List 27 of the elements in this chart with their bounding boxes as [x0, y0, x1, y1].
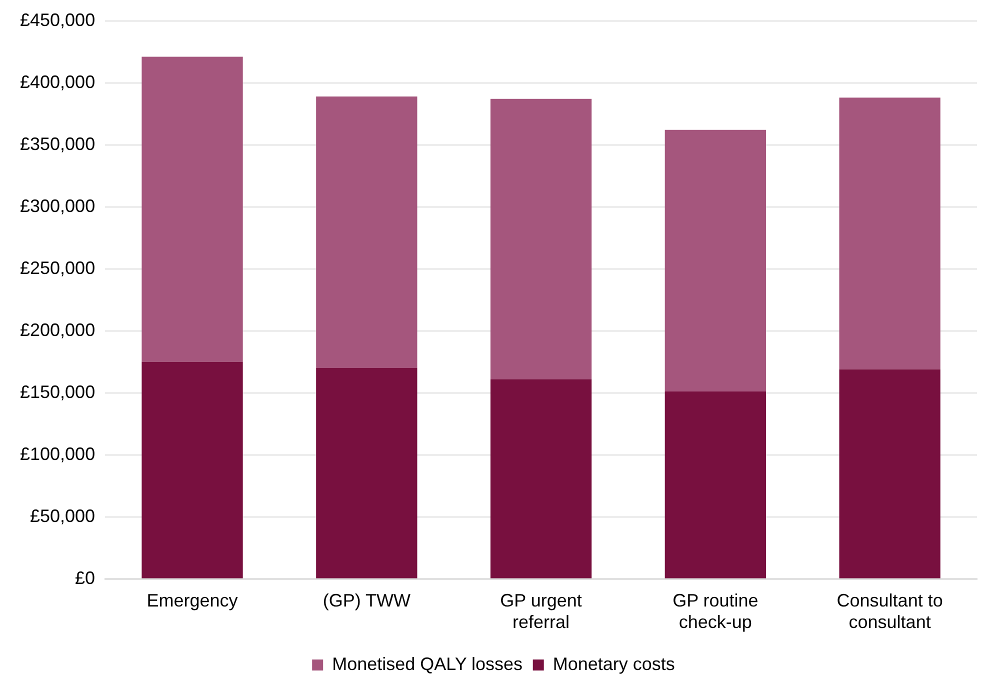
y-tick-label: £50,000: [30, 506, 96, 526]
legend-label: Monetary costs: [552, 654, 675, 674]
x-tick-label: GP urgent referral: [500, 590, 582, 632]
y-tick-label: £400,000: [20, 72, 96, 92]
y-tick-label: £250,000: [20, 258, 96, 278]
bar: [490, 98, 592, 380]
bar: [316, 96, 418, 368]
bar: [316, 368, 418, 578]
bar: [490, 379, 592, 578]
y-tick-label: £150,000: [20, 382, 96, 402]
legend-label: Monetised QALY losses: [332, 654, 523, 674]
bar: [664, 130, 766, 392]
y-tick-label: £350,000: [20, 134, 96, 154]
bar: [664, 392, 766, 578]
x-tick-label: GP routine check-up: [672, 590, 758, 632]
y-tick-label: £0: [75, 568, 96, 588]
bar: [142, 56, 243, 362]
bar: [839, 369, 940, 578]
x-tick-label: (GP) TWW: [322, 590, 410, 611]
y-tick-label: £300,000: [20, 196, 96, 216]
y-tick-label: £200,000: [20, 320, 96, 340]
bar: [142, 362, 243, 578]
x-tick-label: Emergency: [146, 590, 238, 611]
bar: [839, 98, 940, 370]
y-tick-label: £100,000: [20, 444, 96, 464]
x-tick-label: Consultant to consultant: [836, 590, 943, 632]
y-tick-label: £450,000: [20, 10, 96, 30]
